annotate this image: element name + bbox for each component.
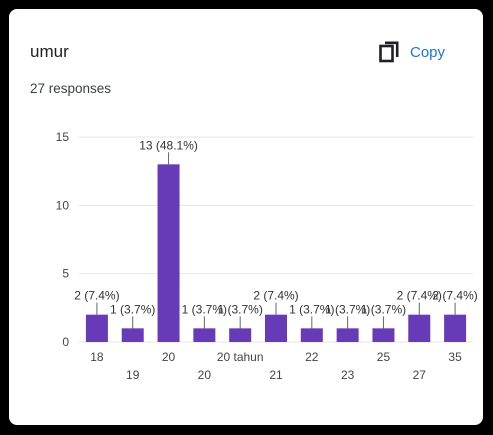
x-tick-label: 23	[341, 368, 355, 382]
bar	[121, 328, 144, 342]
data-label: 2 (7.4%)	[253, 289, 298, 303]
bar	[157, 164, 180, 342]
x-tick-label: 27	[413, 368, 427, 382]
bar	[300, 328, 323, 342]
data-label: 2 (7.4%)	[74, 289, 119, 303]
question-title: umur	[30, 42, 69, 61]
bar	[229, 328, 252, 342]
response-count: 27 responses	[30, 81, 112, 96]
x-tick-label: 22	[305, 350, 319, 364]
y-tick-label: 15	[56, 130, 70, 144]
data-label: 2 (7.4%)	[432, 289, 477, 303]
data-label: 1 (3.7%)	[325, 302, 370, 316]
bar-chart: 0 5 10 15 2 (7.4%) 18 1 (3.7%) 19 13 (48.1%) 20 1 …	[56, 130, 478, 382]
data-label: 1 (3.7%)	[218, 302, 263, 316]
bar	[193, 328, 216, 342]
x-tick-label: 20	[162, 350, 176, 364]
data-label: 1 (3.7%)	[110, 302, 155, 316]
bar	[444, 314, 467, 342]
x-tick-label: 21	[269, 368, 283, 382]
x-tick-label: 20	[198, 368, 212, 382]
data-label: 13 (48.1%)	[139, 138, 198, 152]
response-summary-card: umur 27 responses Copy 0 5 10 15 2 (7.4%) 18 1…	[9, 9, 483, 425]
x-tick-label: 19	[126, 368, 140, 382]
data-label: 1 (3.7%)	[361, 302, 406, 316]
y-tick-label: 0	[62, 335, 69, 349]
bar	[408, 314, 431, 342]
bar	[265, 314, 287, 342]
data-label: 2 (7.4%)	[397, 289, 442, 303]
copy-button[interactable]: Copy	[379, 41, 445, 63]
x-tick-label: 18	[90, 350, 104, 364]
y-tick-label: 10	[56, 198, 70, 212]
data-label: 1 (3.7%)	[289, 302, 334, 316]
data-label: 1 (3.7%)	[182, 302, 227, 316]
bar	[85, 314, 108, 342]
copy-icon	[379, 41, 399, 63]
y-tick-label: 5	[62, 267, 69, 281]
x-tick-label: 35	[448, 350, 462, 364]
bar	[336, 328, 359, 342]
copy-label: Copy	[410, 43, 446, 61]
x-tick-label: 20 tahun	[217, 350, 264, 364]
x-tick-label: 25	[377, 350, 391, 364]
bar	[372, 328, 395, 342]
